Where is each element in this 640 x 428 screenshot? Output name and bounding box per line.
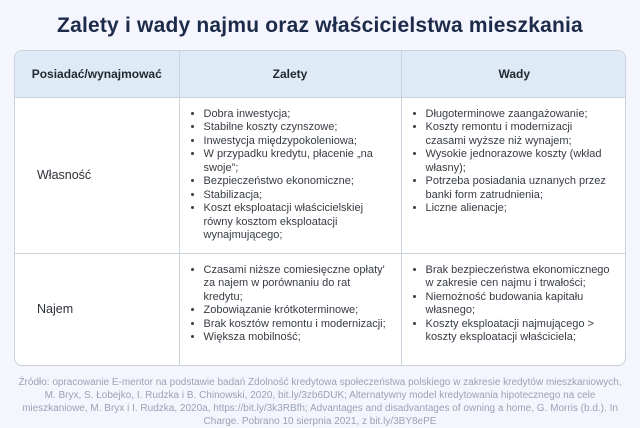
bullet-item: Zobowiązanie krótkoterminowe;: [204, 304, 387, 318]
table-row-rent: Najem Czasami niższe comiesięczne opłaty…: [15, 252, 625, 365]
bullet-item: Koszt eksploatacji właścicielskiej równy…: [204, 202, 387, 243]
bullet-item: Inwestycja międzypokoleniowa;: [204, 135, 387, 149]
row-label-ownership: Własność: [15, 96, 180, 254]
source-note: Źródło: opracowanie E-mentor na podstawi…: [18, 377, 622, 427]
bullet-item: Stabilizacja;: [204, 189, 387, 203]
ownership-disadvantages-cell: Długoterminowe zaangażowanie;Koszty remo…: [400, 96, 625, 254]
comparison-table-wrapper: Posiadać/wynajmować Zalety Wady Własność…: [14, 50, 626, 366]
rent-disadvantages-list: Brak bezpieczeństwa ekonomicznego w zakr…: [404, 264, 614, 345]
bullet-item: Potrzeba posiadania uznanych przez banki…: [426, 175, 614, 202]
bullet-item: Długoterminowe zaangażowanie;: [426, 108, 614, 122]
rent-disadvantages-cell: Brak bezpieczeństwa ekonomicznego w zakr…: [400, 252, 625, 365]
comparison-table: Posiadać/wynajmować Zalety Wady Własność…: [15, 51, 625, 365]
header-disadvantages: Wady: [400, 51, 625, 98]
ownership-disadvantages-list: Długoterminowe zaangażowanie;Koszty remo…: [404, 108, 614, 216]
table-header-row: Posiadać/wynajmować Zalety Wady: [15, 51, 625, 98]
header-advantages: Zalety: [178, 51, 402, 98]
bullet-item: Większa mobilność;: [204, 331, 387, 345]
bullet-item: Niemożność budowania kapitału własnego;: [426, 291, 614, 318]
rent-advantages-list: Czasami niższe comiesięczne opłaty' za n…: [182, 264, 387, 345]
bullet-item: Dobra inwestycja;: [204, 108, 387, 122]
header-own-rent: Posiadać/wynajmować: [15, 51, 180, 98]
bullet-item: Brak bezpieczeństwa ekonomicznego w zakr…: [426, 264, 614, 291]
bullet-item: Bezpieczeństwo ekonomiczne;: [204, 175, 387, 189]
bullet-item: Czasami niższe comiesięczne opłaty' za n…: [204, 264, 387, 305]
bullet-item: Liczne alienacje;: [426, 202, 614, 216]
bullet-item: Stabilne koszty czynszowe;: [204, 121, 387, 135]
bullet-item: Koszty remontu i modernizacji czasami wy…: [426, 121, 614, 148]
table-row-ownership: Własność Dobra inwestycja;Stabilne koszt…: [15, 96, 625, 254]
ownership-advantages-list: Dobra inwestycja;Stabilne koszty czynszo…: [182, 108, 387, 243]
ownership-advantages-cell: Dobra inwestycja;Stabilne koszty czynszo…: [178, 96, 402, 254]
rent-advantages-cell: Czasami niższe comiesięczne opłaty' za n…: [178, 252, 402, 365]
bullet-item: Wysokie jednorazowe koszty (wkład własny…: [426, 148, 614, 175]
bullet-item: Brak kosztów remontu i modernizacji;: [204, 318, 387, 332]
page-title: Zalety i wady najmu oraz właścicielstwa …: [57, 14, 583, 37]
bullet-item: Koszty eksploatacji najmującego > koszty…: [426, 318, 614, 345]
row-label-rent: Najem: [15, 252, 180, 365]
bullet-item: W przypadku kredytu, płacenie „na swoje”…: [204, 148, 387, 175]
